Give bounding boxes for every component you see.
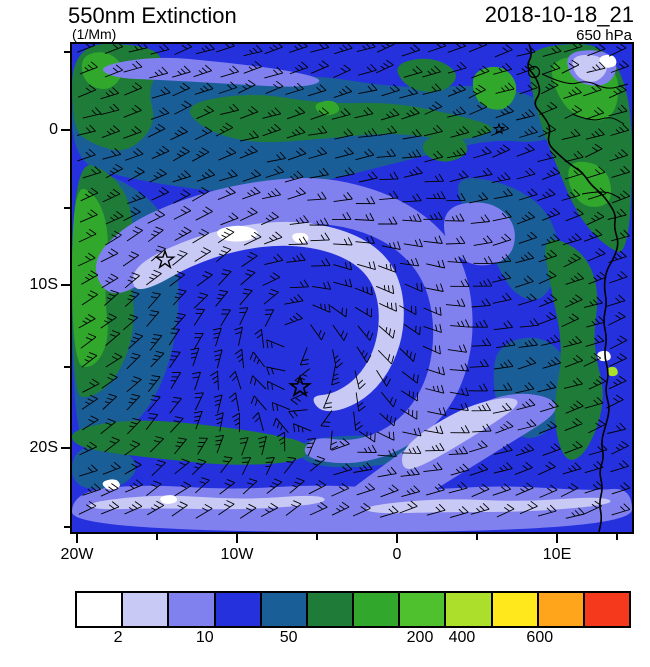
colorbar: [75, 591, 631, 628]
colorbar-tick-label: 10: [195, 629, 214, 646]
y-axis-minor-tick: [64, 526, 70, 528]
colorbar-segment: [492, 593, 539, 626]
x-axis-tick: [396, 534, 398, 543]
colorbar-segment: [77, 593, 124, 626]
y-axis-tick: [61, 284, 70, 286]
country-borders: [541, 73, 629, 199]
y-axis-label: 20S: [29, 439, 58, 456]
y-axis-tick: [61, 129, 70, 131]
map-plot: [70, 42, 634, 534]
x-axis-label: 0: [392, 546, 402, 563]
contour-map-svg: [72, 44, 632, 532]
colorbar-tick-label: 600: [526, 629, 554, 646]
colorbar-tick-label: 2: [113, 629, 123, 646]
y-axis-label: 10S: [29, 276, 58, 293]
x-axis-minor-tick: [476, 534, 478, 540]
africa-coastline: [527, 44, 619, 532]
x-axis-label: 10W: [220, 546, 254, 563]
colorbar-segment: [584, 593, 630, 626]
closed-contour-ring: [527, 65, 541, 79]
y-axis-minor-tick: [64, 366, 70, 368]
colorbar-segment: [169, 593, 216, 626]
y-axis-minor-tick: [64, 51, 70, 53]
plot-pressure-level: 650 hPa: [576, 27, 632, 44]
colorbar-tick-label: 50: [279, 629, 298, 646]
colorbar-segment: [446, 593, 493, 626]
x-axis-minor-tick: [616, 534, 618, 540]
plot-title: 550nm Extinction: [68, 3, 237, 28]
x-axis-minor-tick: [316, 534, 318, 540]
colorbar-segment: [261, 593, 308, 626]
x-axis-label: 20W: [60, 546, 94, 563]
station-markers: [154, 122, 506, 398]
colorbar-segment: [123, 593, 170, 626]
colorbar-tick-label: 200: [406, 629, 434, 646]
colorbar-segment: [307, 593, 355, 626]
station-star-2: [288, 374, 312, 398]
x-axis-label: 10E: [542, 546, 572, 563]
colorbar-segment: [538, 593, 585, 626]
y-axis-minor-tick: [64, 207, 70, 209]
colorbar-segment: [400, 593, 447, 626]
y-axis-label: 0: [49, 121, 58, 138]
x-axis-tick: [236, 534, 238, 543]
colorbar-tick-label: 400: [448, 629, 476, 646]
x-axis-tick: [556, 534, 558, 543]
station-star-3: [492, 122, 506, 135]
colorbar-segment: [354, 593, 401, 626]
wind-barbs-layer: [76, 44, 631, 519]
y-axis-tick: [61, 447, 70, 449]
plot-datetime: 2018-10-18_21: [484, 2, 634, 27]
colorbar-segment: [215, 593, 262, 626]
plot-units-label: (1/Mm): [72, 26, 117, 42]
station-star-1: [154, 248, 176, 270]
x-axis-tick: [76, 534, 78, 543]
x-axis-minor-tick: [156, 534, 158, 540]
